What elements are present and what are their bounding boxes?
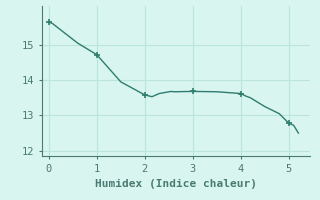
X-axis label: Humidex (Indice chaleur): Humidex (Indice chaleur): [95, 179, 257, 189]
